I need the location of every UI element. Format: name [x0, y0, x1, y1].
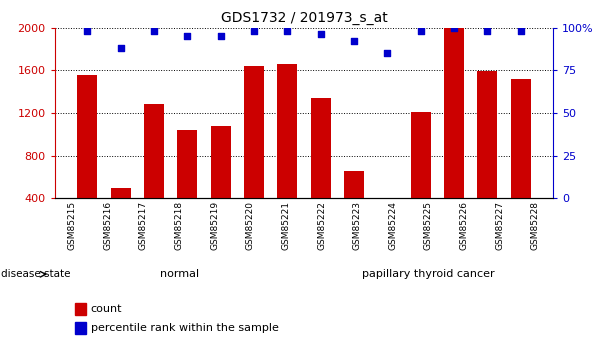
Bar — [144, 105, 164, 241]
Text: GSM85222: GSM85222 — [317, 201, 326, 250]
Point — [482, 28, 492, 34]
Text: GSM85215: GSM85215 — [67, 201, 77, 250]
Text: GSM85220: GSM85220 — [246, 201, 255, 250]
Point — [182, 33, 192, 39]
Point — [316, 32, 325, 37]
Bar — [75, 303, 86, 315]
Point — [83, 28, 92, 34]
Text: GSM85218: GSM85218 — [174, 201, 184, 250]
Text: papillary thyroid cancer: papillary thyroid cancer — [362, 269, 495, 279]
Text: GSM85227: GSM85227 — [495, 201, 504, 250]
Point — [216, 33, 226, 39]
Point — [249, 28, 259, 34]
Text: GSM85217: GSM85217 — [139, 201, 148, 250]
Bar — [511, 79, 531, 241]
Bar — [75, 322, 86, 334]
Bar — [311, 98, 331, 241]
Bar — [244, 66, 264, 241]
Text: GSM85224: GSM85224 — [389, 201, 397, 250]
Bar — [77, 75, 97, 241]
Point — [416, 28, 426, 34]
Point — [283, 28, 292, 34]
Title: GDS1732 / 201973_s_at: GDS1732 / 201973_s_at — [221, 11, 387, 25]
Text: GSM85226: GSM85226 — [460, 201, 468, 250]
Bar — [111, 188, 131, 241]
Text: disease state: disease state — [1, 269, 71, 279]
Text: GSM85225: GSM85225 — [424, 201, 433, 250]
Text: GSM85216: GSM85216 — [103, 201, 112, 250]
Bar — [344, 171, 364, 241]
Point — [116, 45, 126, 51]
Point — [382, 50, 392, 56]
Text: GSM85228: GSM85228 — [531, 201, 540, 250]
Bar — [410, 112, 430, 241]
Bar — [178, 130, 198, 241]
Bar — [277, 64, 297, 241]
Bar — [378, 200, 397, 241]
Point — [149, 28, 159, 34]
Text: GSM85223: GSM85223 — [353, 201, 362, 250]
Bar — [444, 28, 464, 241]
Point — [516, 28, 525, 34]
Bar — [477, 71, 497, 241]
Text: normal: normal — [160, 269, 199, 279]
Text: count: count — [91, 304, 122, 314]
Text: GSM85221: GSM85221 — [282, 201, 291, 250]
Point — [449, 25, 459, 30]
Bar — [211, 126, 230, 241]
Text: GSM85219: GSM85219 — [210, 201, 219, 250]
Text: percentile rank within the sample: percentile rank within the sample — [91, 323, 278, 333]
Point — [349, 39, 359, 44]
